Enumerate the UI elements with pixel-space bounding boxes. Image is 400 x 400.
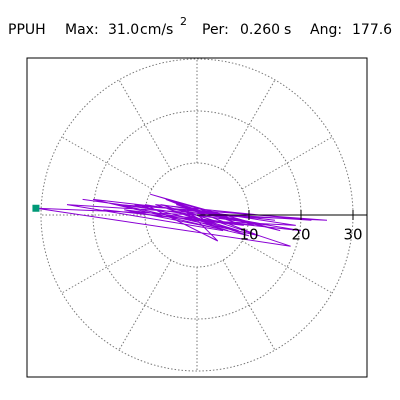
max-unit: cm/s — [140, 22, 173, 38]
max-value: 31.0 — [108, 22, 139, 38]
grid-spoke — [61, 136, 153, 190]
plot-frame — [26, 57, 368, 378]
grid-spoke — [241, 136, 333, 190]
grid-spoke — [61, 240, 153, 294]
max-label: Max: — [65, 22, 99, 38]
grid-spoke — [241, 240, 333, 294]
period-value: 0.260 — [240, 22, 280, 38]
period-label: Per: — [202, 22, 229, 38]
r-tick-label: 10 — [239, 226, 258, 244]
angle-label: Ang: — [310, 22, 342, 38]
grid-spoke — [222, 79, 276, 171]
max-unit-exp: 2 — [180, 15, 187, 28]
angle-value: 177.6 — [352, 22, 392, 38]
r-tick-label: 20 — [291, 226, 310, 244]
trace — [36, 193, 328, 247]
period-unit: s — [284, 22, 291, 38]
r-tick-label: 30 — [343, 226, 362, 244]
max-marker — [32, 204, 40, 212]
station: PPUH — [8, 22, 46, 38]
